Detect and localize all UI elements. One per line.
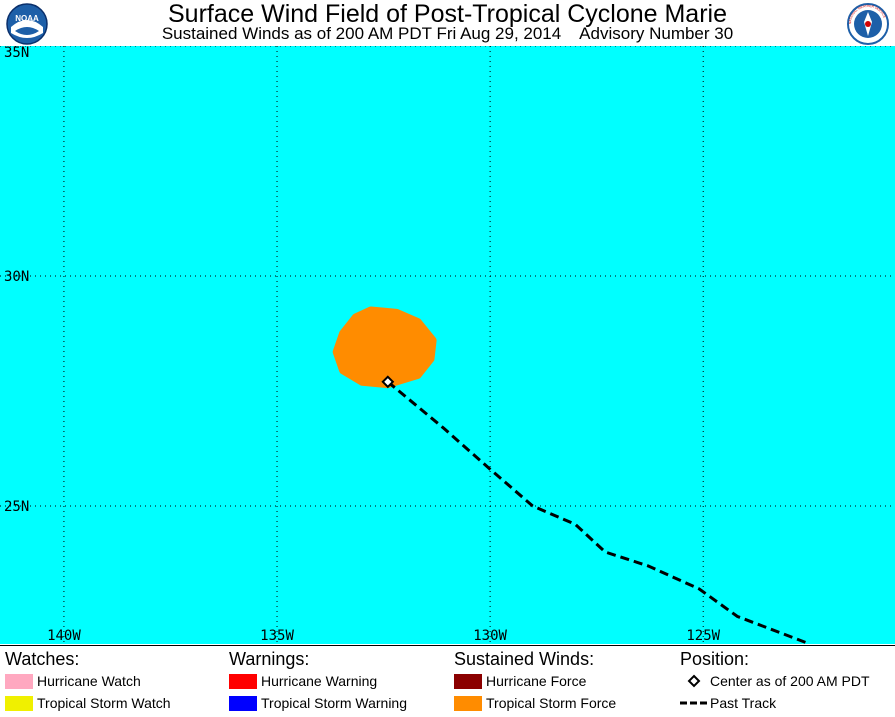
nws-logo: NATIONAL WEATHER SERVICE xyxy=(847,3,889,45)
longitude-label: 135W xyxy=(260,628,294,644)
latitude-label: 25N xyxy=(4,499,29,515)
map-title: Surface Wind Field of Post-Tropical Cycl… xyxy=(168,0,727,28)
noaa-logo: NOAA xyxy=(6,3,48,45)
longitude-label: 130W xyxy=(473,628,507,644)
tropical-storm-watch-swatch xyxy=(5,696,33,711)
latitude-label: 30N xyxy=(4,269,29,285)
center-diamond-icon xyxy=(687,674,701,688)
coordinate-labels: 35N 30N 25N 140W 135W 130W 125W xyxy=(4,46,721,644)
legend-winds-heading: Sustained Winds: xyxy=(454,649,595,669)
legend-position-heading: Position: xyxy=(680,649,750,669)
longitude-label: 140W xyxy=(47,628,81,644)
latitude-label: 35N xyxy=(4,46,29,61)
legend-label: Past Track xyxy=(710,695,777,711)
ocean-background xyxy=(0,46,895,644)
map-header: NOAA Surface Wind Field of Post-Tropical… xyxy=(0,0,895,46)
hurricane-watch-swatch xyxy=(5,674,33,689)
dashed-track-icon xyxy=(680,701,708,705)
map-subtitle: Sustained Winds as of 200 AM PDT Fri Aug… xyxy=(0,24,895,44)
wind-field-map: 35N 30N 25N 140W 135W 130W 125W xyxy=(0,46,895,644)
legend-label: Center as of 200 AM PDT xyxy=(710,673,870,689)
legend-label: Tropical Storm Watch xyxy=(37,695,171,711)
legend-label: Tropical Storm Warning xyxy=(261,695,408,711)
tropical-storm-force-wind-area xyxy=(332,306,437,389)
legend-label: Tropical Storm Force xyxy=(486,695,617,711)
legend-watches-heading: Watches: xyxy=(5,649,80,669)
tropical-storm-force-swatch xyxy=(454,696,482,711)
past-track-line xyxy=(386,380,811,644)
storm-center-marker xyxy=(381,375,395,389)
legend-label: Hurricane Watch xyxy=(37,673,141,689)
map-subtitle-text: Sustained Winds as of 200 AM PDT Fri Aug… xyxy=(161,24,734,43)
hurricane-force-swatch xyxy=(454,674,482,689)
tropical-storm-warning-swatch xyxy=(229,696,257,711)
hurricane-warning-swatch xyxy=(229,674,257,689)
legend-warnings-heading: Warnings: xyxy=(229,649,310,669)
map-legend: Watches: Hurricane Watch Tropical Storm … xyxy=(0,645,895,717)
legend-label: Hurricane Force xyxy=(486,673,587,689)
legend-label: Hurricane Warning xyxy=(261,673,378,689)
lat-lon-grid xyxy=(0,46,895,644)
longitude-label: 125W xyxy=(686,628,720,644)
noaa-logo-text: NOAA xyxy=(15,14,39,23)
